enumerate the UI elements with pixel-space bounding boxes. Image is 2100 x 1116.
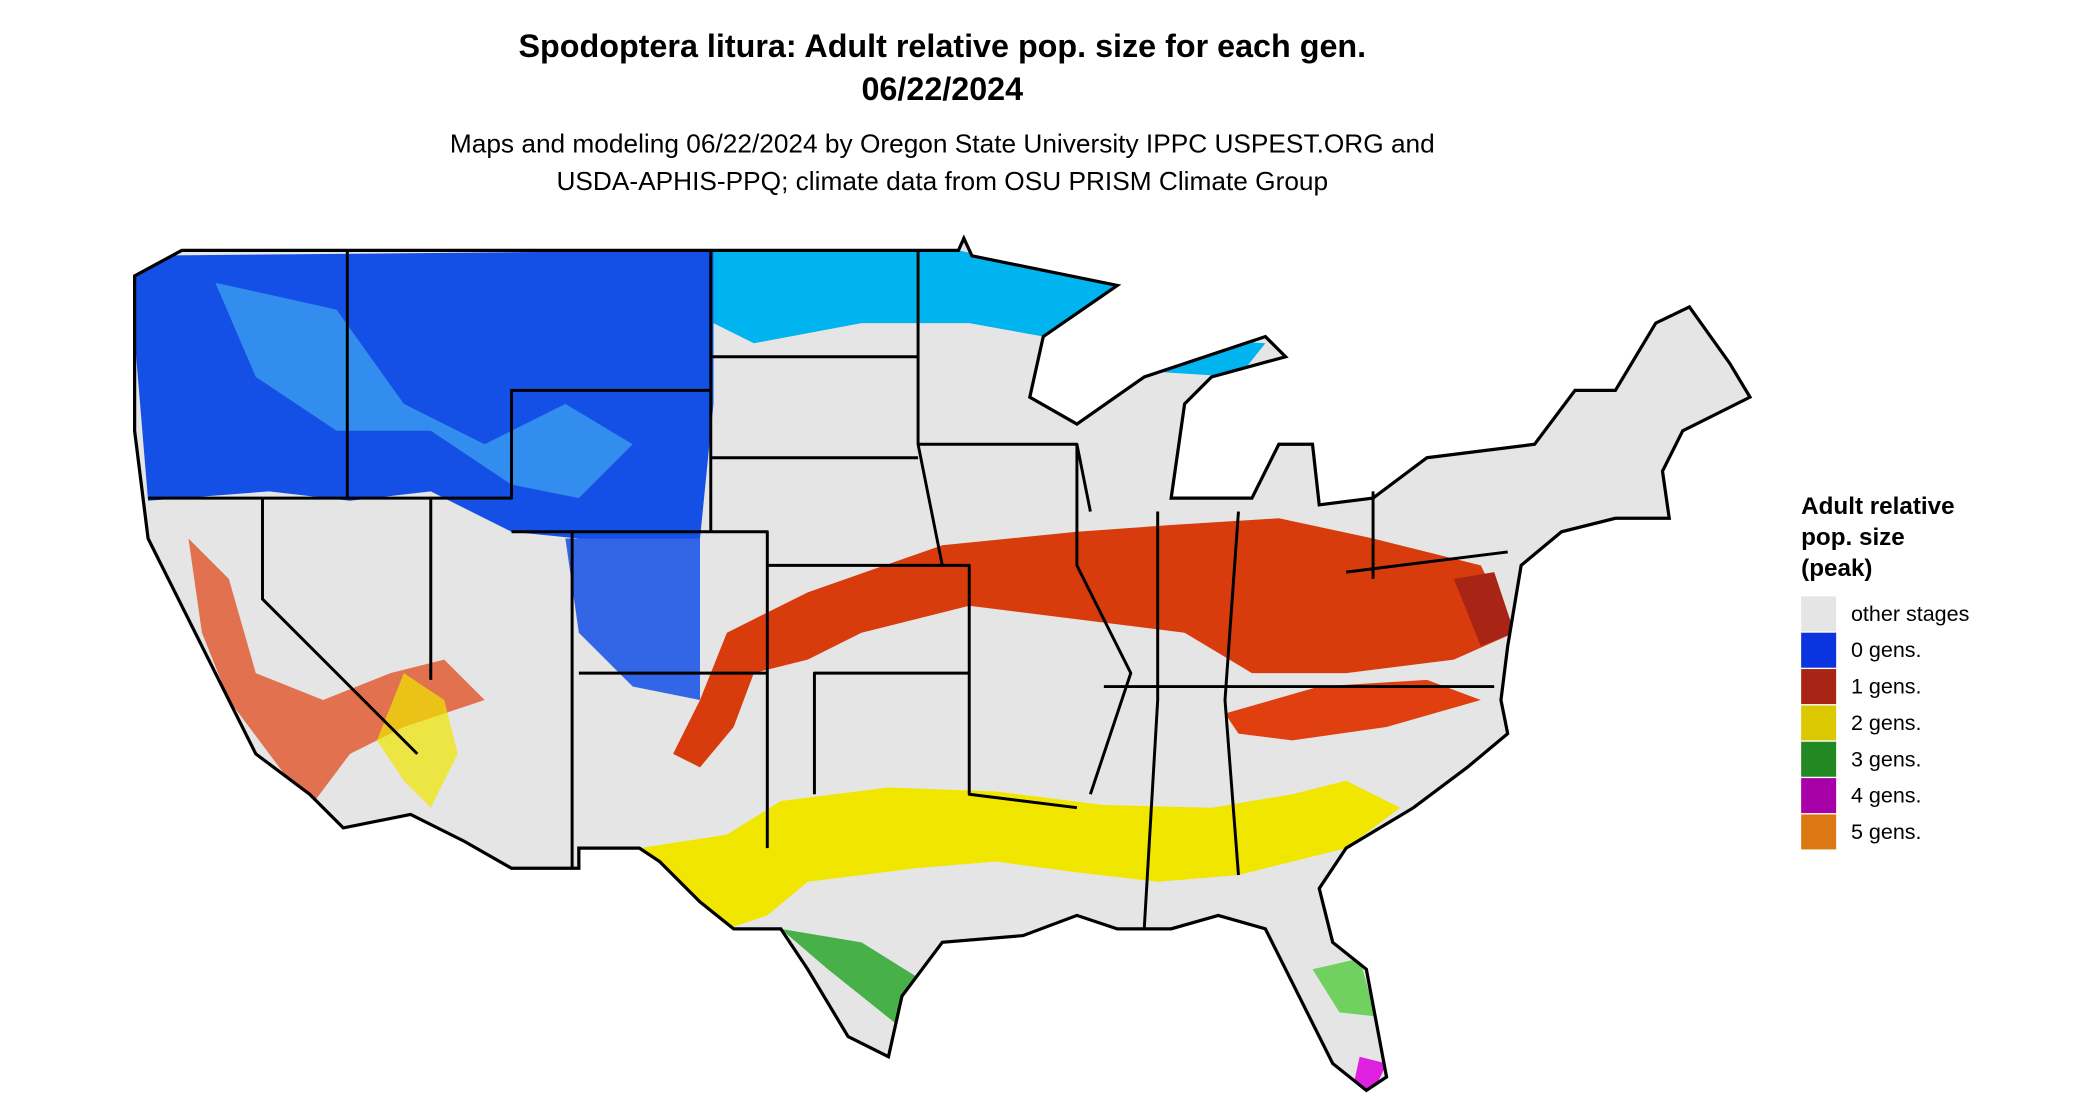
date: 06/22/2024: [861, 71, 1023, 107]
title: Spodoptera litura: Adult relative pop. s…: [518, 28, 1366, 64]
legend-swatch: [1801, 814, 1837, 850]
zone-2: [376, 673, 458, 808]
zone-3: [1312, 958, 1376, 1017]
legend: Adult relative pop. size (peak) other st…: [1801, 493, 1969, 850]
legend-swatch: [1801, 596, 1837, 632]
zone-2: [639, 780, 1400, 929]
legend-label: 1 gens.: [1851, 675, 1922, 699]
legend-label: 0 gens.: [1851, 638, 1922, 662]
legend-title: pop. size: [1801, 524, 1905, 551]
zone-0-light: [215, 282, 633, 499]
legend-swatch: [1801, 669, 1837, 705]
zone-4: [1352, 1056, 1387, 1091]
subtitle: Maps and modeling 06/22/2024 by Oregon S…: [450, 128, 1435, 158]
zone-0: [565, 538, 700, 701]
zone-1: [1225, 679, 1481, 741]
subtitle: USDA-APHIS-PPQ; climate data from OSU PR…: [556, 166, 1328, 196]
zone-0-light: [713, 250, 1118, 344]
zone-1: [673, 518, 1515, 768]
map: [133, 236, 1752, 1093]
zone-1: [188, 538, 485, 808]
zones: [134, 250, 1515, 1091]
legend-label: 2 gens.: [1851, 711, 1922, 735]
legend-label: 4 gens.: [1851, 784, 1922, 808]
legend-title: Adult relative: [1801, 493, 1954, 520]
legend-swatch: [1801, 705, 1837, 741]
legend-label: other stages: [1851, 602, 1969, 626]
state-lines: [148, 250, 1508, 929]
legend-swatch: [1801, 741, 1837, 777]
legend-label: 5 gens.: [1851, 820, 1922, 844]
legend-label: 3 gens.: [1851, 747, 1922, 771]
legend-swatch: [1801, 778, 1837, 814]
zone-1: [1453, 572, 1515, 647]
legend-swatch: [1801, 632, 1837, 668]
zone-3: [780, 928, 916, 1024]
legend-title: (peak): [1801, 555, 1872, 582]
zone-0-light: [1050, 323, 1266, 377]
